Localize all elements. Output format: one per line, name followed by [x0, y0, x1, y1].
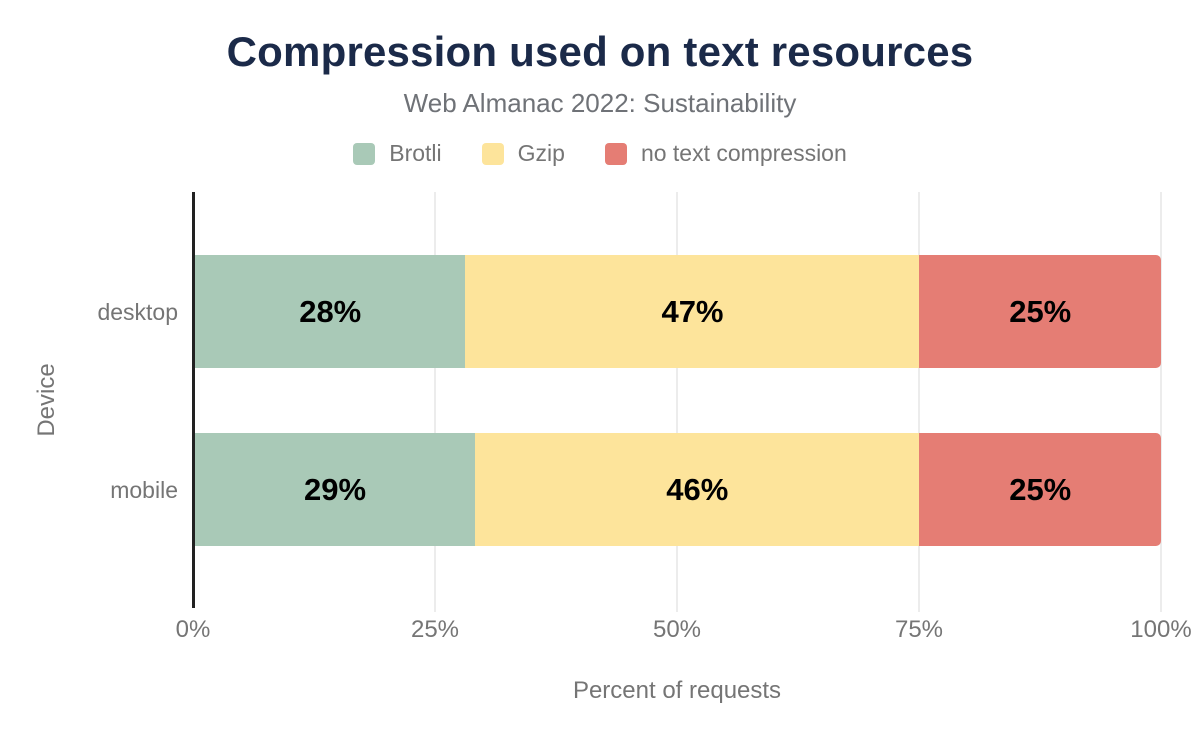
chart-title: Compression used on text resources: [226, 28, 974, 75]
bar-value-label: 25%: [1009, 471, 1072, 507]
bar-value-label: 28%: [299, 293, 362, 329]
x-tick-label-0: 0%: [175, 616, 211, 643]
bar-segment-mobile-brotli: 29%: [195, 433, 476, 546]
bar-mobile: 29% 46% 25%: [195, 433, 1161, 546]
chart-subtitle: Web Almanac 2022: Sustainability: [403, 88, 797, 118]
bar-segment-desktop-gzip: 47%: [465, 255, 920, 368]
bar-value-label: 47%: [661, 293, 724, 329]
legend-label: no text compression: [640, 140, 847, 166]
bar-value-label: 46%: [666, 471, 729, 507]
x-tick-label-50: 50%: [652, 616, 702, 643]
legend: Brotli Gzip no text compression: [0, 140, 1200, 167]
legend-item-brotli: Brotli: [353, 140, 442, 167]
category-label-mobile: mobile: [110, 476, 178, 503]
x-tick-label-100: 100%: [1130, 616, 1192, 643]
legend-swatch-brotli: [353, 142, 376, 165]
category-label-desktop: desktop: [97, 298, 178, 325]
gridline-100: [1160, 192, 1162, 612]
bar-segment-desktop-brotli: 28%: [195, 255, 466, 368]
legend-swatch-no-text-compression: [604, 142, 627, 165]
gridline-75: [918, 192, 920, 612]
bar-segment-mobile-no-text-compression: 25%: [919, 433, 1161, 546]
x-tick-label-25: 25%: [410, 616, 460, 643]
gridline-25: [434, 192, 436, 612]
legend-item-gzip: Gzip: [481, 140, 565, 167]
legend-item-no-text-compression: no text compression: [604, 140, 847, 167]
legend-label: Brotli: [389, 140, 442, 166]
bar-segment-mobile-gzip: 46%: [475, 433, 920, 546]
bar-desktop: 28% 47% 25%: [195, 255, 1161, 368]
x-tick-label-75: 75%: [894, 616, 944, 643]
bar-segment-desktop-no-text-compression: 25%: [919, 255, 1161, 368]
bar-value-label: 25%: [1009, 293, 1072, 329]
legend-label: Gzip: [517, 140, 565, 166]
x-axis-title: Percent of requests: [572, 677, 782, 704]
y-axis-title: Device: [33, 363, 60, 437]
legend-swatch-gzip: [481, 142, 504, 165]
y-axis-line: [192, 192, 195, 608]
bar-value-label: 29%: [304, 471, 367, 507]
gridline-50: [676, 192, 678, 612]
plot-area: 28% 47% 25% 29% 46% 25%: [192, 192, 1162, 612]
